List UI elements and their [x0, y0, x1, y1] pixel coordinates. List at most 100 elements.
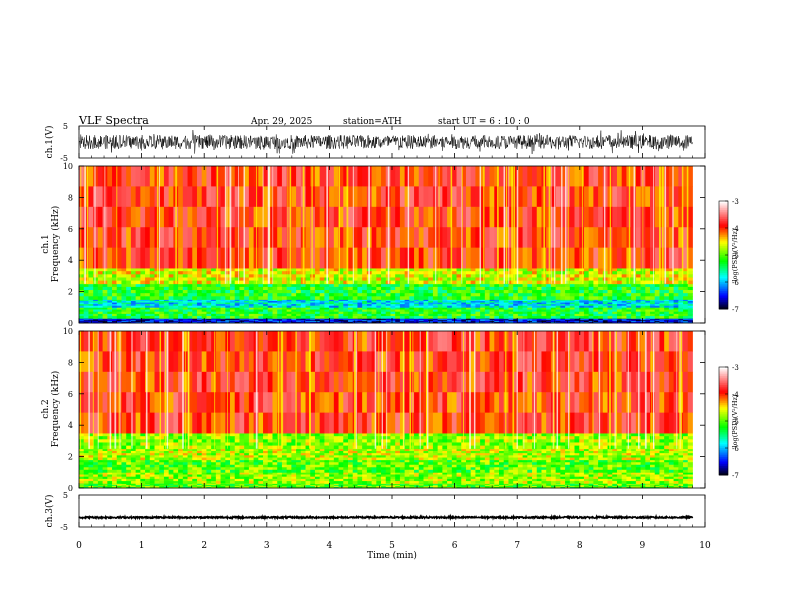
spectrogram-cell — [490, 227, 495, 248]
spectrogram-cell — [438, 290, 443, 294]
spectrogram-cell — [244, 274, 249, 278]
spectrogram-cell — [457, 296, 462, 300]
spectrogram-cell — [612, 274, 617, 278]
spectrogram-cell — [235, 248, 240, 269]
spectrogram-cell — [485, 274, 490, 278]
spectrogram-cell — [442, 227, 447, 248]
spectrogram-cell — [282, 293, 287, 297]
spectrogram-cell — [211, 227, 216, 248]
spectrogram-cell — [88, 268, 93, 272]
spectrogram-cell — [442, 268, 447, 272]
spectrogram-cell — [126, 248, 131, 269]
spectrogram-cell — [306, 166, 311, 187]
spectrogram-cell — [381, 284, 386, 288]
spectrogram-cell — [126, 306, 131, 308]
spectrogram-cell — [457, 287, 462, 291]
spectrogram-cell — [452, 287, 457, 291]
spectrogram-cell — [508, 316, 513, 319]
spectrogram-cell — [438, 227, 443, 248]
spectrogram-cell — [140, 248, 145, 269]
spectrogram-cell — [211, 296, 216, 300]
spectrogram-cell — [291, 166, 296, 187]
spectrogram-cell — [121, 277, 126, 281]
spectrogram-cell — [353, 296, 358, 300]
spectrogram-cell — [527, 274, 532, 278]
ch1-spectrogram-ylabel: ch.1 — [41, 234, 51, 253]
spectrogram-cell — [235, 287, 240, 291]
spectrogram-cell — [197, 248, 202, 269]
spectrogram-cell — [447, 306, 452, 308]
spectrogram-cell — [442, 290, 447, 294]
spectrogram-cell — [414, 306, 419, 308]
spectrogram-cell — [532, 271, 537, 275]
spectrogram-cell — [98, 277, 103, 281]
spectrogram-cell — [282, 296, 287, 300]
spectrogram-cell — [268, 287, 273, 291]
spectrogram-cell — [669, 287, 674, 291]
spectrogram-cell — [296, 290, 301, 294]
spectrogram-cell — [570, 248, 575, 269]
spectrogram-cell — [121, 316, 126, 319]
spectrogram-cell — [188, 287, 193, 291]
spectrogram-cell — [117, 316, 122, 319]
spectrogram-cell — [282, 287, 287, 291]
spectrogram-cell — [523, 277, 528, 281]
spectrogram-cell — [306, 268, 311, 272]
spectrogram-cell — [400, 296, 405, 300]
spectrogram-cell — [556, 227, 561, 248]
spectrogram-cell — [485, 207, 490, 228]
spectrogram-cell — [159, 186, 164, 207]
spectrogram-cell — [452, 271, 457, 275]
spectrogram-cell — [381, 248, 386, 269]
spectrogram-cell — [409, 293, 414, 297]
spectrogram-cell — [107, 287, 112, 291]
spectrogram-cell — [183, 293, 188, 297]
spectrogram-cell — [466, 207, 471, 228]
spectrogram-cell — [310, 293, 315, 297]
spectrogram-cell — [466, 277, 471, 281]
spectrogram-cell — [527, 166, 532, 187]
spectrogram-cell — [296, 293, 301, 297]
spectrogram-cell — [117, 268, 122, 272]
spectrogram-cell — [381, 277, 386, 281]
spectrogram-cell — [362, 277, 367, 281]
spectrogram-cell — [461, 248, 466, 269]
spectrogram-cell — [244, 290, 249, 294]
spectrogram-cell — [93, 274, 98, 278]
spectrogram-cell — [617, 290, 622, 294]
spectrogram-cell — [645, 284, 650, 288]
spectrogram-cell — [499, 166, 504, 187]
spectrogram-cell — [249, 271, 254, 275]
spectrogram-cell — [244, 271, 249, 275]
spectrogram-cell — [216, 306, 221, 308]
spectrogram-cell — [296, 186, 301, 207]
spectrogram-cell — [551, 306, 556, 308]
spectrogram-cell — [532, 316, 537, 319]
spectrogram-cell — [626, 316, 631, 319]
spectrogram-cell — [636, 293, 641, 297]
spectrogram-cell — [169, 271, 174, 275]
spectrogram-cell — [320, 277, 325, 281]
spectrogram-cell — [537, 227, 542, 248]
spectrogram-cell — [565, 287, 570, 291]
spectrogram-cell — [183, 274, 188, 278]
spectrogram-cell — [617, 271, 622, 275]
spectrogram-cell — [88, 248, 93, 269]
spectrogram-cell — [584, 186, 589, 207]
spectrogram-cell — [414, 274, 419, 278]
spectrogram-cell — [230, 290, 235, 294]
spectrogram-cell — [386, 306, 391, 308]
spectrogram-cell — [688, 227, 693, 248]
spectrogram-cell — [537, 207, 542, 228]
spectrogram-cell — [438, 207, 443, 228]
spectrogram-cell — [103, 296, 108, 300]
spectrogram-cell — [537, 293, 542, 297]
spectrogram-cell — [164, 268, 169, 272]
spectrogram-cell — [221, 293, 226, 297]
spectrogram-cell — [291, 290, 296, 294]
spectrogram-cell — [442, 296, 447, 300]
spectrogram-cell — [504, 284, 509, 288]
spectrogram-cell — [386, 296, 391, 300]
spectrogram-cell — [494, 284, 499, 288]
spectrogram-cell — [291, 293, 296, 297]
